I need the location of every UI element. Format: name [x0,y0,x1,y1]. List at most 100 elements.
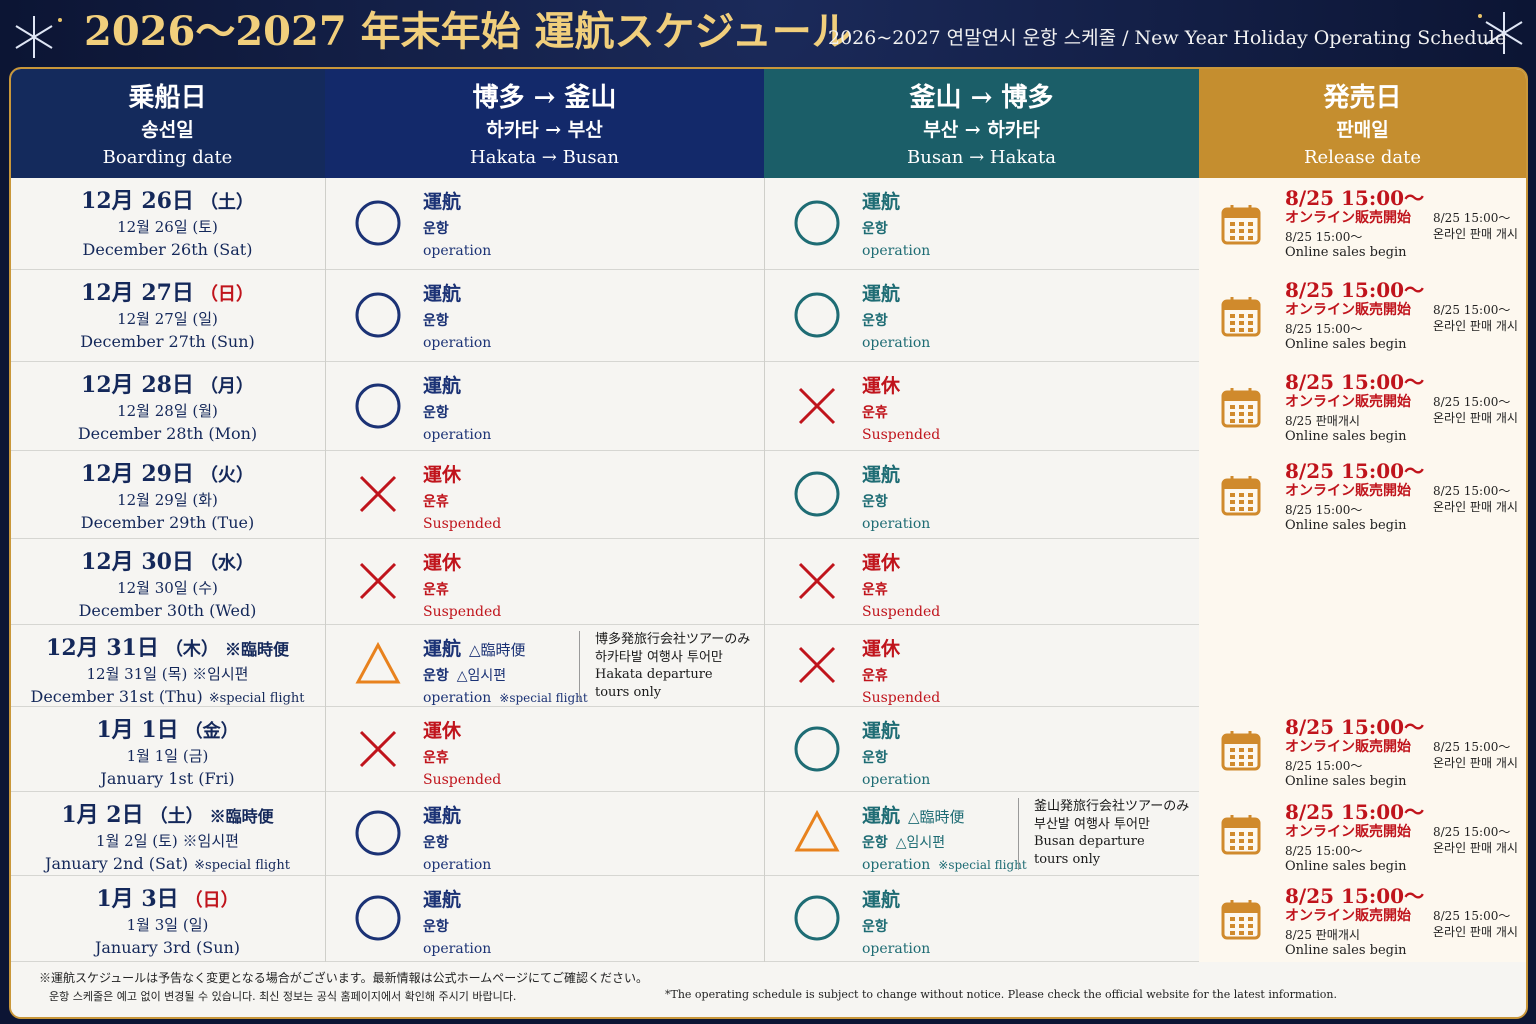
date-en: January 1st (Fri) [100,769,235,788]
header-ja: 発売日 [1323,83,1402,113]
release-side-time: 8/25 15:00～ [1433,484,1511,498]
date-en-line: December 27th (Sun) [11,332,325,351]
status-ja: 運休 [423,464,462,486]
status-note: 부산발 여행사 투어만 [1034,816,1150,832]
release-cell [1199,539,1526,625]
date-ko: 12월 31일 (목) ※임시편 [86,665,249,683]
date-en-line: December 29th (Tue) [11,515,325,531]
date-en: December 27th (Sun) [80,332,255,351]
date-cell: 1月 2日 （土） ※臨時便 1월 2일 (토) ※임시편 January 2nd (S… [11,792,326,876]
status-ko: 운휴 [423,750,449,766]
release-side-text: 온라인 판매 개시 [1433,411,1518,425]
status-symbol [355,641,401,684]
status-en-line: operation [862,515,930,531]
status-cell: 運航 운항 operation [764,178,1200,270]
status-ja-extra: △臨時便 [908,808,965,826]
status-cell: 運航 운항 operation [764,451,1200,539]
release-time: 8/25 15:00～ [1285,459,1425,483]
status-en-line: operation ※special flight [862,856,1027,872]
status-en: Suspended [423,516,502,532]
status-en: Suspended [862,604,941,620]
status-en-line: Suspended [862,426,940,442]
status-symbol [794,895,840,941]
status-ja-line: 運休 [423,722,461,741]
row-divider [11,538,1526,539]
status-ko-line: 운휴 [423,581,449,597]
status-ko: 운항 [423,668,449,684]
release-cell: 8/25 15:00～ オンライン販売開始 8/25 15:00～ Online sa… [1199,707,1526,792]
status-symbol [798,562,836,600]
date-en: December 30th (Wed) [78,601,257,620]
date-en: January 3rd (Sun) [94,938,241,957]
status-en: operation [862,857,931,873]
status-en: operation [862,772,931,788]
date-en: December 31st (Thu) [30,687,203,706]
date-dow: （日） [184,890,239,911]
release-ko: 8/25 판매개시 [1285,414,1360,428]
row-divider [11,875,1526,876]
status-en-line: operation [862,334,930,350]
status-ko-line: 운항 △임시편 [423,667,506,683]
release-time: 8/25 15:00～ [1285,278,1425,302]
status-ko: 운항 [862,221,888,237]
status-ja-line: 運航 [862,193,900,212]
status-cell: 運休 운휴 Suspended [764,362,1200,451]
status-ja: 運航 [423,638,462,660]
date-ko: 1월 1일 (금) [126,747,209,765]
subtitle: 2026~2027 연말연시 운항 스케줄 / New Year Holiday… [828,27,1507,49]
status-en-line: operation [423,334,491,350]
release-side-text: 온라인 판매 개시 [1433,227,1518,241]
status-note: 釜山発旅行会社ツアーのみ [1034,799,1190,814]
status-ko-line: 운휴 [423,493,449,509]
release-side-time: 8/25 15:00～ [1433,303,1511,317]
status-ja: 運休 [423,552,462,574]
release-ja: オンライン販売開始 [1285,908,1411,924]
status-symbol [798,387,836,424]
header-ja: 乗船日 [128,83,207,113]
date-cell: 1月 3日 （日） 1월 3일 (일) January 3rd (Sun) [11,876,326,962]
footer-en: *The operating schedule is subject to ch… [665,988,1338,1001]
status-cell: 運航 운항 operation [764,876,1200,962]
status-ko-line: 운항 [423,312,449,328]
status-en: operation [423,941,492,957]
status-ja: 運航 [423,283,462,305]
header-ja: 博多 → 釜山 [472,83,617,113]
status-ja-line: 運航 [862,466,900,485]
release-time: 8/25 15:00～ [1285,186,1425,210]
status-en-line: Suspended [423,603,501,619]
status-symbol [794,471,840,517]
release-ja: オンライン販売開始 [1285,394,1411,410]
calendar-icon [1221,815,1261,855]
header-en: Boarding date [102,147,233,168]
snowflake [15,16,62,58]
release-en: Online sales begin [1285,429,1407,444]
status-en-line: Suspended [862,689,940,705]
release-side-text: 온라인 판매 개시 [1433,925,1518,939]
status-cell: 運休 운휴 Suspended [325,707,765,792]
status-ja-line: 運航 [862,891,900,910]
status-en-line: operation [862,242,930,258]
status-en: Suspended [423,772,502,788]
status-ja-line: 運航 [423,193,461,212]
status-symbol [794,292,840,338]
date-ja: 12月 30日 [81,549,194,575]
status-symbol [359,562,397,600]
status-ko: 운항 [862,919,888,935]
status-ja: 運休 [862,638,901,660]
date-ja-line: 12月 30日 （水） [11,549,325,575]
date-en-line: January 2nd (Sat) ※special flight [11,854,325,873]
status-ja: 運航 [862,283,901,305]
date-ja-line: 12月 27日 （日） [11,282,325,304]
date-dow: （木） [164,639,219,660]
date-en-note: ※special flight [208,691,305,706]
date-en: January 2nd (Sat) [45,854,189,873]
status-ko-line: 운항 [423,918,449,934]
footer-ja: ※運航スケジュールは予告なく変更となる場合がございます。最新情報は公式ホームペー… [39,971,649,985]
status-en: Suspended [862,427,941,443]
date-cell: 12月 31日 （木） ※臨時便 12월 31일 (목) ※임시편 December 3… [11,625,326,707]
schedule-table: 乗船日 송선일 Boarding date 博多 → 釜山 하카타 → 부산 Hakata… [9,67,1528,1019]
status-cell: 運航 운항 operation [764,707,1200,792]
status-ko: 운항 [862,835,888,851]
header-en: Release date [1303,147,1422,168]
